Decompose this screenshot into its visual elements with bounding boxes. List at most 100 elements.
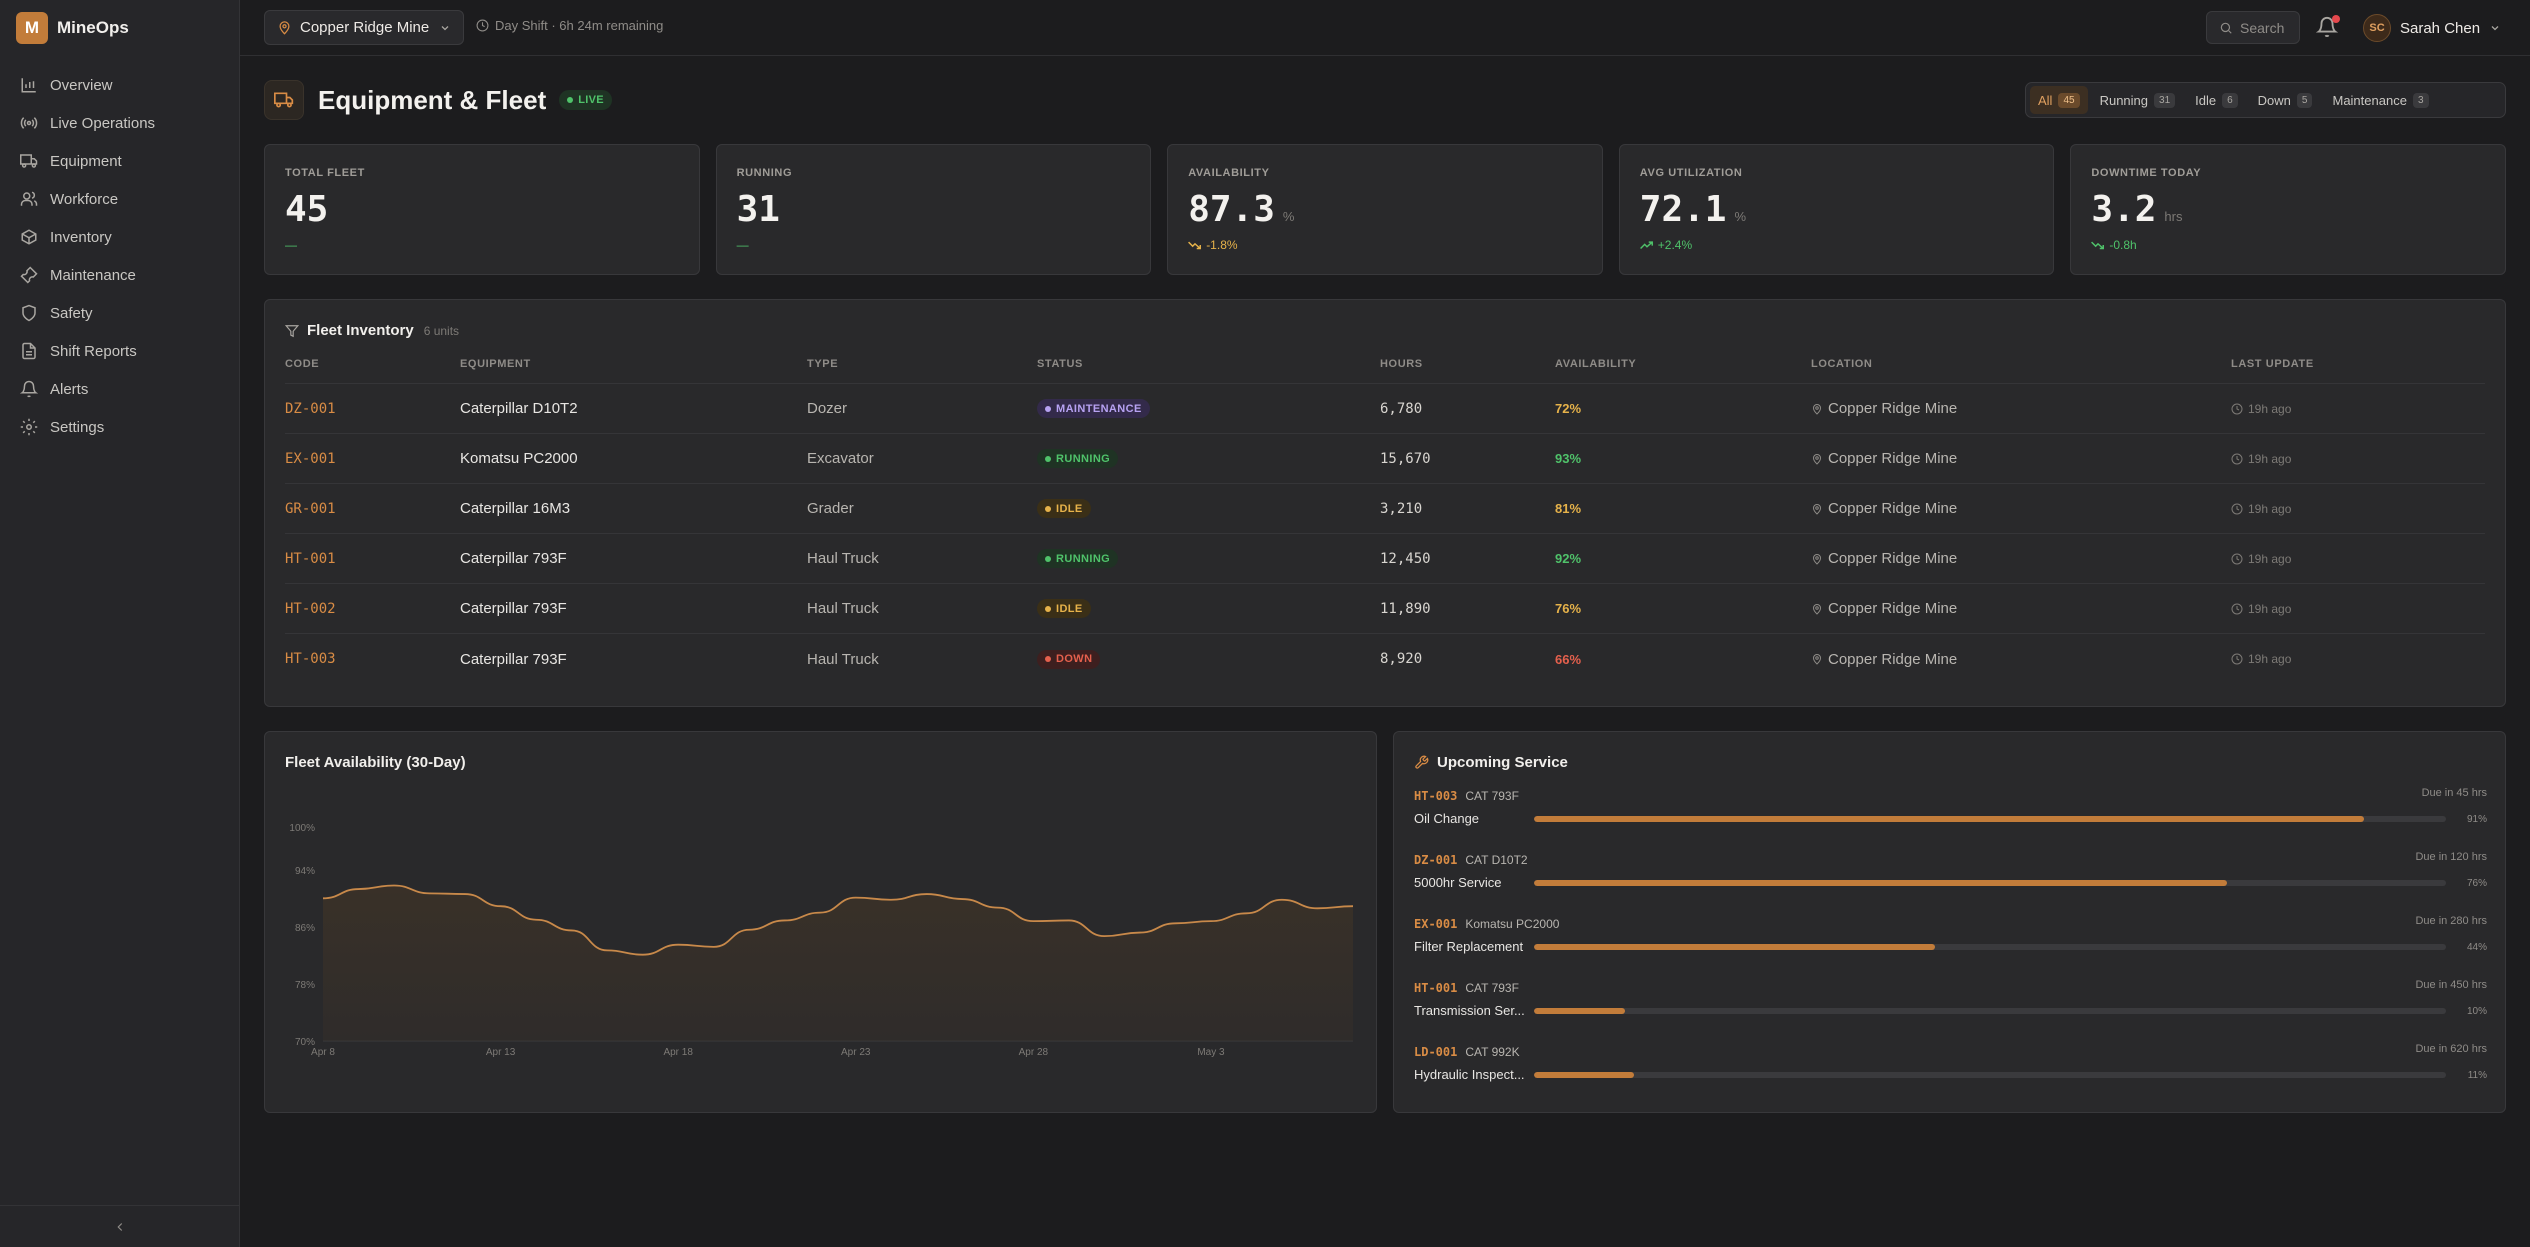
trend-down-icon [1188,241,1202,250]
filter-down[interactable]: Down 5 [2250,86,2321,114]
equipment-code[interactable]: HT-003 [285,651,336,667]
filter-all[interactable]: All 45 [2030,86,2088,114]
service-due: Due in 45 hrs [2421,787,2487,799]
column-header-status[interactable]: STATUS [1037,358,1083,370]
sidebar-item-maintenance[interactable]: Maintenance [8,256,232,294]
column-header-type[interactable]: TYPE [807,358,839,370]
service-item[interactable]: DZ-001 CAT D10T2 Due in 120 hrs 5000hr Se… [1414,851,2487,917]
filter-count: 3 [2412,92,2429,108]
y-tick-label: 100% [289,823,315,834]
kpi-delta: -0.8h [2091,238,2137,252]
service-percent: 44% [2466,942,2487,953]
service-item-header: HT-001 CAT 793F [1414,981,1519,995]
equipment-code[interactable]: HT-002 [285,600,336,617]
filter-idle[interactable]: Idle 6 [2187,86,2246,114]
sidebar-item-settings[interactable]: Settings [8,408,232,446]
filter-maintenance[interactable]: Maintenance 3 [2324,86,2436,114]
service-equipment-code: DZ-001 [1414,853,1458,867]
clock-icon [2231,503,2243,514]
equipment-code[interactable]: GR-001 [285,500,336,517]
status-label: IDLE [1056,602,1083,615]
table-row[interactable]: EX-001 Komatsu PC2000 Excavator RUNNING … [285,434,2485,484]
clock-icon [476,19,489,32]
equipment-type: Dozer [807,400,848,417]
sidebar-item-safety[interactable]: Safety [8,294,232,332]
last-update-cell: 19h ago [2231,534,2291,583]
location-cell: Copper Ridge Mine [1811,434,1957,483]
service-item[interactable]: EX-001 Komatsu PC2000 Due in 280 hrs Filt… [1414,915,2487,981]
trend-down-icon [2091,241,2105,250]
chevron-down-icon [441,25,449,30]
kpi-delta: +2.4% [1639,238,1692,252]
filter-icon[interactable] [285,324,299,338]
table-row[interactable]: DZ-001 Caterpillar D10T2 Dozer MAINTENAN… [285,384,2485,434]
column-header-last-update[interactable]: LAST UPDATE [2231,358,2314,370]
service-item[interactable]: HT-001 CAT 793F Due in 450 hrs Transmissi… [1414,979,2487,1045]
equipment-code[interactable]: DZ-001 [285,400,336,417]
equipment-name: Caterpillar D10T2 [460,400,578,417]
equipment-code[interactable]: HT-001 [285,550,336,567]
equipment-hours: 15,670 [1380,450,1431,467]
sidebar-item-inventory[interactable]: Inventory [8,218,232,256]
service-item[interactable]: HT-003 CAT 793F Due in 45 hrs Oil Change … [1414,787,2487,853]
service-title-row: Upcoming Service [1414,754,1568,771]
shield-icon [22,304,36,322]
kpi-value: 72.1% [1640,189,1746,230]
column-header-location[interactable]: LOCATION [1811,358,1873,370]
map-pin-icon [1812,603,1822,615]
table-row[interactable]: HT-003 Caterpillar 793F Haul Truck DOWN … [285,634,2485,684]
kpi-unit: % [1282,209,1295,224]
sidebar-item-shift-reports[interactable]: Shift Reports [8,332,232,370]
status-cell: IDLE [1037,584,1091,633]
table-row[interactable]: GR-001 Caterpillar 16M3 Grader IDLE 3,21… [285,484,2485,534]
kpi-delta-text: -0.8h [2109,238,2137,252]
x-tick-label: Apr 8 [311,1047,335,1058]
x-tick-label: Apr 28 [1019,1047,1049,1058]
notifications-bell-icon[interactable] [2316,16,2338,38]
column-header-equipment[interactable]: EQUIPMENT [460,358,531,370]
status-dot [1045,505,1051,512]
status-filter-tabs: All 45 Running 31 Idle 6 Down 5 Maintenance 3 [2025,82,2506,118]
filter-label: Running [2099,92,2149,108]
equipment-availability: 76% [1555,601,1582,616]
filter-running[interactable]: Running 31 [2092,86,2184,114]
column-header-availability[interactable]: AVAILABILITY [1555,358,1637,370]
sidebar-item-equipment[interactable]: Equipment [8,142,232,180]
kpi-value: 3.2 hrs [2091,189,2182,230]
brand[interactable]: M MineOps [16,12,129,44]
sidebar-item-workforce[interactable]: Workforce [8,180,232,218]
location-text: Copper Ridge Mine [1828,550,1958,567]
column-header-hours[interactable]: HOURS [1380,358,1423,370]
equipment-hours: 12,450 [1380,550,1431,567]
sidebar-item-alerts[interactable]: Alerts [8,370,232,408]
service-progress-bar [1534,816,2446,822]
sidebar-item-overview[interactable]: Overview [8,66,232,104]
equipment-type: Haul Truck [807,650,879,668]
table-row[interactable]: HT-001 Caterpillar 793F Haul Truck RUNNI… [285,534,2485,584]
search-input[interactable]: Search [2206,11,2300,44]
map-pin-icon [1812,453,1822,465]
clock-icon [2231,403,2243,414]
location-text: Copper Ridge Mine [1828,600,1958,617]
equipment-hours: 11,890 [1380,600,1431,617]
sidebar-item-live-operations[interactable]: Live Operations [8,104,232,142]
status-dot [1045,555,1051,562]
collapse-sidebar-button[interactable] [0,1205,240,1247]
table-row[interactable]: HT-002 Caterpillar 793F Haul Truck IDLE … [285,584,2485,634]
wrench-icon [20,266,38,284]
service-progress-fill [1534,816,2364,822]
status-cell: RUNNING [1037,534,1119,583]
equipment-code[interactable]: EX-001 [285,450,336,467]
kpi-delta: — [285,238,297,252]
service-due: Due in 120 hrs [2415,851,2487,863]
site-select[interactable]: Copper Ridge Mine [264,10,465,45]
column-header-code[interactable]: CODE [285,358,320,370]
brand-name: MineOps [57,18,129,37]
service-item[interactable]: LD-001 CAT 992K Due in 620 hrs Hydraulic … [1414,1043,2487,1109]
user-menu[interactable]: SC Sarah Chen [2363,12,2501,44]
availability-chart: 100% 94% 86% 78% 70%Apr 8 Apr 13 Apr 18 Apr 23 A… [289,823,1354,1058]
sidebar-item-label: Settings [50,418,105,436]
sidebar-item-label: Overview [50,76,113,94]
last-update-cell: 19h ago [2231,434,2291,483]
status-label: MAINTENANCE [1056,402,1142,415]
